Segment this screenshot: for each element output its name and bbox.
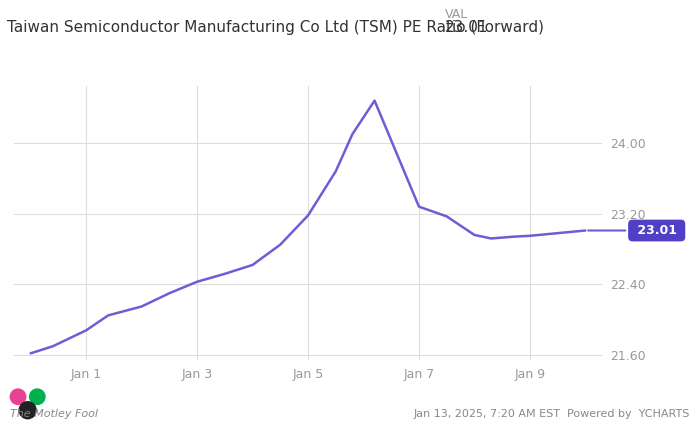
Circle shape (10, 389, 26, 404)
Text: The Motley Fool: The Motley Fool (10, 409, 99, 419)
Text: 23.01: 23.01 (588, 224, 681, 237)
Text: Taiwan Semiconductor Manufacturing Co Ltd (TSM) PE Ratio (Forward): Taiwan Semiconductor Manufacturing Co Lt… (7, 20, 544, 36)
Circle shape (29, 389, 45, 404)
Text: VAL: VAL (444, 9, 468, 21)
Text: 23.01: 23.01 (444, 20, 488, 36)
Text: Jan 13, 2025, 7:20 AM EST  Powered by  YCHARTS: Jan 13, 2025, 7:20 AM EST Powered by YCH… (413, 409, 690, 419)
Circle shape (19, 402, 36, 419)
